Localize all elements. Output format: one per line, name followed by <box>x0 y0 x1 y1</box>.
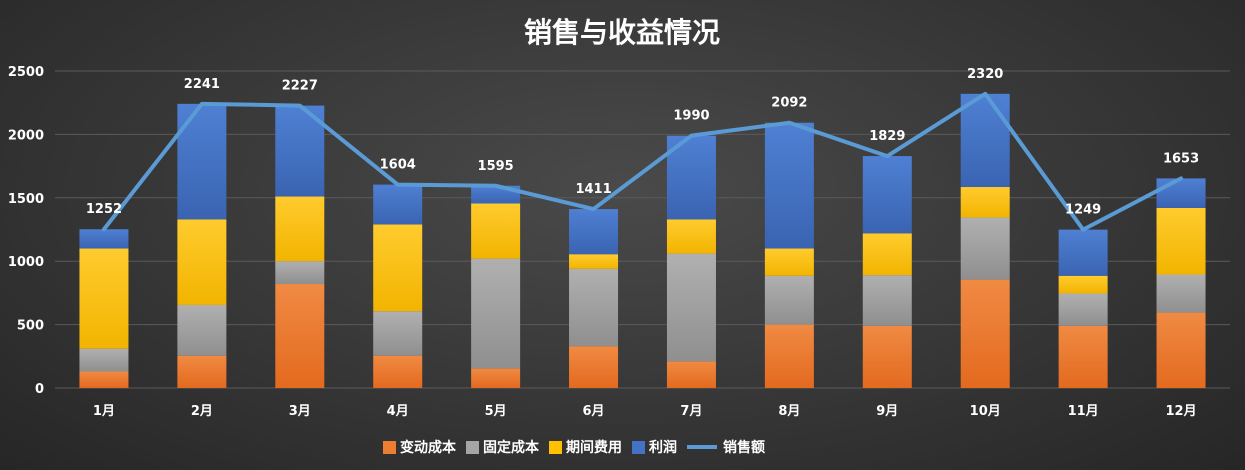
sales-data-label: 1252 <box>86 202 122 217</box>
bar-segment-2-7 <box>666 253 716 362</box>
bar-segment-4-12 <box>1156 178 1206 208</box>
sales-data-label: 1990 <box>673 109 709 124</box>
legend-label: 销售额 <box>723 439 765 456</box>
legend-label: 变动成本 <box>400 439 457 456</box>
sales-data-label: 2320 <box>967 67 1003 82</box>
legend-swatch-1 <box>383 441 396 454</box>
bar-segment-1-4 <box>373 355 423 388</box>
data-labels: 1252 2241 2227 1604 1595 1411 1990 2092 1829 2320… <box>86 67 1199 218</box>
sales-line <box>101 91 1184 232</box>
x-tick-label: 1月 <box>93 404 115 419</box>
bar-segment-4-9 <box>862 156 912 234</box>
x-tick-label: 11月 <box>1068 404 1099 419</box>
bar-segment-1-8 <box>764 324 814 388</box>
bar-segment-4-1 <box>79 229 129 249</box>
x-tick-label: 10月 <box>970 404 1001 419</box>
legend-label: 固定成本 <box>483 439 540 456</box>
y-tick-label: 1500 <box>8 192 44 207</box>
legend-label: 利润 <box>649 439 677 456</box>
bar-segment-3-1 <box>79 248 129 349</box>
bar-segment-3-12 <box>1156 207 1206 275</box>
legend-swatch-3 <box>549 441 562 454</box>
y-tick-label: 2000 <box>8 128 44 143</box>
sales-data-label: 1595 <box>478 159 514 174</box>
bar-segment-4-2 <box>177 103 227 220</box>
bar-segment-1-1 <box>79 371 129 388</box>
bar-segment-2-11 <box>1058 293 1108 326</box>
bar-segment-3-8 <box>764 248 814 276</box>
sales-data-label: 1829 <box>869 129 905 144</box>
bar-segment-4-10 <box>960 93 1010 188</box>
bar-segment-3-10 <box>960 187 1010 218</box>
bar-segment-4-8 <box>764 122 814 249</box>
x-tick-label: 2月 <box>191 404 213 419</box>
legend: 变动成本 固定成本 期间费用 利润 销售额 <box>383 439 765 456</box>
bar-segment-3-2 <box>177 219 227 305</box>
bar-segment-2-2 <box>177 304 227 356</box>
bar-segment-1-12 <box>1156 312 1206 388</box>
y-tick-label: 0 <box>35 382 44 397</box>
bar-segment-2-9 <box>862 275 912 326</box>
bar-segment-1-3 <box>275 284 325 388</box>
sales-data-label: 2241 <box>184 77 220 92</box>
bar-segment-3-11 <box>1058 275 1108 294</box>
gridlines <box>55 70 1230 389</box>
x-tick-label: 12月 <box>1165 404 1196 419</box>
bar-segment-3-6 <box>569 254 619 269</box>
bar-segment-2-10 <box>960 217 1010 280</box>
bar-segment-3-3 <box>275 196 325 262</box>
bar-segment-3-9 <box>862 233 912 276</box>
x-tick-label: 9月 <box>876 404 898 419</box>
bar-segment-1-6 <box>569 346 619 388</box>
x-tick-label: 3月 <box>289 404 311 419</box>
x-tick-label: 7月 <box>680 404 702 419</box>
sales-line-path <box>101 91 1184 232</box>
y-tick-label: 2500 <box>8 65 44 80</box>
bar-segment-1-9 <box>862 325 912 388</box>
bar-segment-2-12 <box>1156 274 1206 313</box>
sales-data-label: 2092 <box>771 96 807 111</box>
bar-segment-4-11 <box>1058 229 1108 276</box>
x-tick-label: 5月 <box>485 404 507 419</box>
bar-segment-1-2 <box>177 355 227 388</box>
x-tick-label: 8月 <box>778 404 800 419</box>
sales-data-label: 2227 <box>282 79 318 94</box>
bar-segment-4-4 <box>373 184 423 225</box>
y-tick-label: 500 <box>17 319 44 334</box>
bar-segment-1-10 <box>960 279 1010 388</box>
sales-data-label: 1604 <box>380 158 416 173</box>
x-tick-label: 6月 <box>583 404 605 419</box>
legend-swatch-4 <box>632 441 645 454</box>
bar-segment-2-4 <box>373 311 423 356</box>
sales-data-label: 1411 <box>575 182 611 197</box>
x-axis-ticks: 1月 2月 3月 4月 5月 6月 7月 8月 9月 10月 11月 12月 <box>93 404 1197 419</box>
bar-segment-1-5 <box>471 368 521 388</box>
bar-segment-3-5 <box>471 203 521 259</box>
bar-segment-1-7 <box>666 361 716 388</box>
x-tick-label: 4月 <box>387 404 409 419</box>
bar-segment-2-8 <box>764 275 814 325</box>
legend-swatch-2 <box>466 441 479 454</box>
bar-segment-2-3 <box>275 261 325 285</box>
bar-segment-2-6 <box>569 268 619 347</box>
legend-label: 期间费用 <box>566 439 622 456</box>
bar-segment-4-6 <box>569 209 619 255</box>
sales-data-label: 1653 <box>1163 151 1199 166</box>
bar-segment-2-1 <box>79 348 129 372</box>
y-tick-label: 1000 <box>8 255 44 270</box>
bar-segment-3-4 <box>373 224 423 312</box>
y-axis-ticks: 0 500 1000 1500 2000 2500 <box>8 65 44 397</box>
chart-title: 销售与收益情况 <box>524 16 720 49</box>
bars <box>79 93 1206 388</box>
sales-data-label: 1249 <box>1065 203 1101 218</box>
bar-segment-2-5 <box>471 258 521 369</box>
bar-segment-3-7 <box>666 219 716 254</box>
bar-segment-1-11 <box>1058 325 1108 388</box>
